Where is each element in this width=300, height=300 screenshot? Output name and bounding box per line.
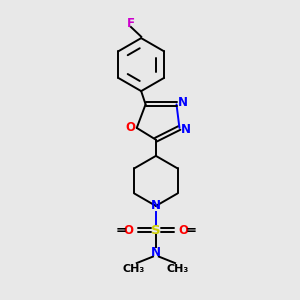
Text: CH₃: CH₃ (167, 264, 189, 274)
Text: O: O (125, 122, 135, 134)
Text: S: S (151, 224, 161, 237)
Text: N: N (181, 123, 191, 136)
Text: =: = (116, 224, 127, 237)
Text: N: N (178, 96, 188, 110)
Text: =: = (185, 224, 196, 237)
Text: N: N (151, 246, 161, 259)
Text: F: F (127, 17, 135, 30)
Text: N: N (151, 200, 161, 212)
Text: O: O (178, 224, 188, 237)
Text: CH₃: CH₃ (123, 264, 145, 274)
Text: O: O (124, 224, 134, 237)
